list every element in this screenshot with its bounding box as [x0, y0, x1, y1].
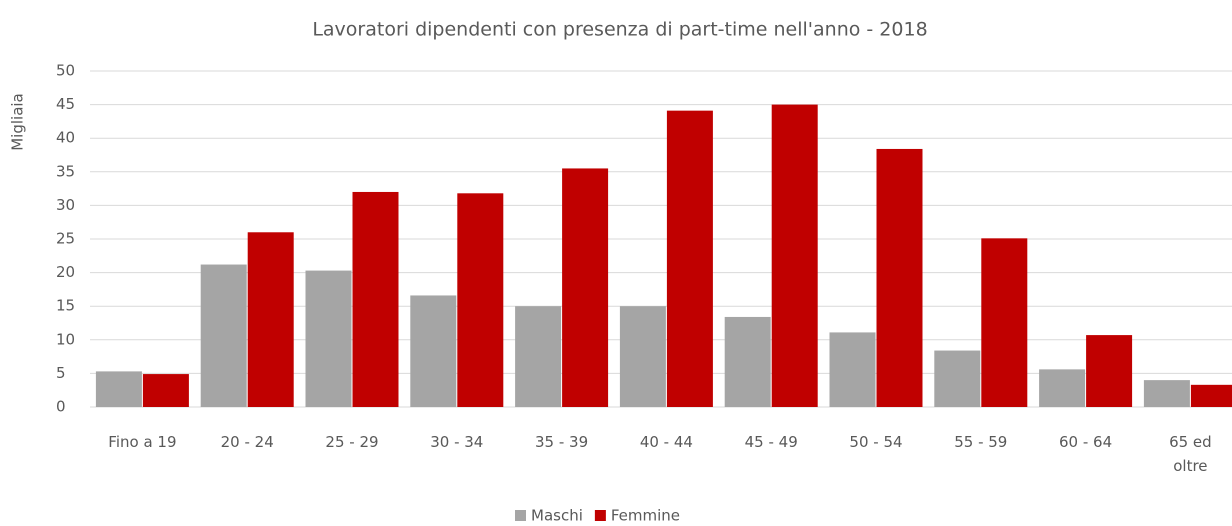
legend-swatch [515, 510, 526, 521]
bar [305, 270, 352, 407]
x-tick-label: 25 - 29 [325, 433, 379, 451]
bar [1086, 335, 1133, 407]
x-tick-label: 30 - 34 [430, 433, 484, 451]
legend-swatch [594, 510, 606, 521]
y-tick-label: 35 [56, 162, 75, 180]
y-tick-label: 30 [56, 196, 75, 214]
bar [934, 350, 981, 407]
bar [1039, 369, 1086, 407]
bar [619, 306, 666, 407]
bar [771, 104, 818, 407]
bar [981, 238, 1028, 407]
y-tick-label: 50 [56, 62, 75, 80]
x-tick-label: 45 - 49 [744, 433, 798, 451]
x-tick-label: 60 - 64 [1059, 433, 1113, 451]
bar [247, 232, 294, 407]
legend-label: Maschi [531, 507, 583, 525]
x-tick-label: Fino a 19 [108, 433, 177, 451]
chart-title: Lavoratori dipendenti con presenza di pa… [312, 19, 927, 41]
bar [352, 191, 399, 407]
bar [1143, 380, 1190, 407]
bar [410, 295, 457, 407]
bar [666, 110, 713, 407]
x-tick-label: 35 - 39 [535, 433, 589, 451]
legend-label: Femmine [611, 507, 680, 525]
y-tick-label: 5 [56, 364, 66, 382]
x-tick-label: 55 - 59 [954, 433, 1008, 451]
bar [876, 148, 923, 407]
y-tick-label: 40 [56, 129, 75, 147]
y-tick-label: 45 [56, 95, 75, 113]
bar [457, 193, 504, 407]
bar [1190, 384, 1232, 407]
bar [515, 306, 562, 407]
y-tick-label: 20 [56, 263, 75, 281]
bar [142, 374, 189, 407]
bar [95, 371, 142, 407]
y-axis-label: Migliaia [9, 93, 27, 151]
y-tick-label: 10 [56, 330, 75, 348]
bar [562, 168, 609, 407]
y-tick-label: 25 [56, 230, 75, 248]
bar [200, 264, 247, 407]
x-tick-label: 65 ed oltre [1169, 433, 1212, 475]
bar [724, 316, 771, 407]
y-tick-label: 0 [56, 398, 66, 416]
x-tick-label: 40 - 44 [639, 433, 693, 451]
bar [829, 332, 876, 407]
y-tick-label: 15 [56, 297, 75, 315]
x-tick-label: 50 - 54 [849, 433, 903, 451]
x-tick-label: 20 - 24 [220, 433, 274, 451]
